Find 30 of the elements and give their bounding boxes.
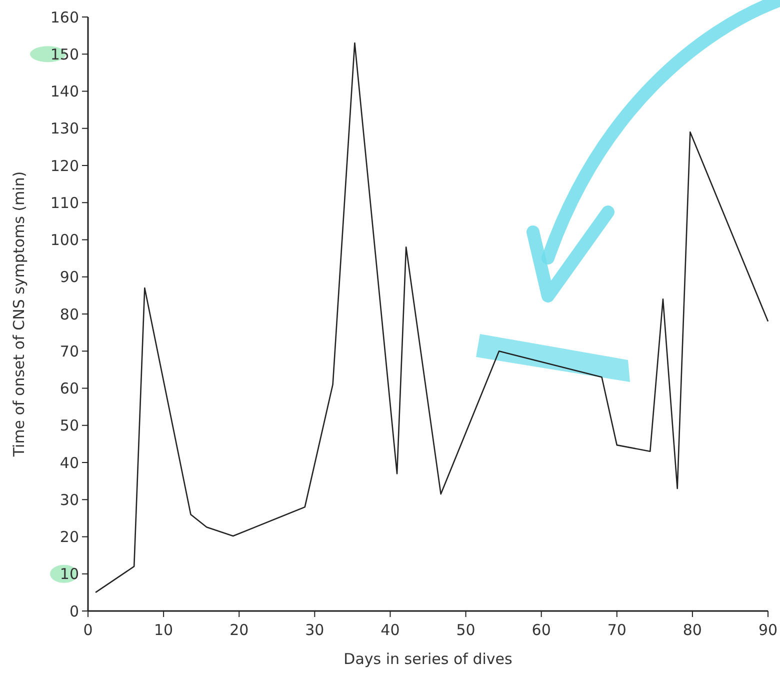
y-tick-label: 130 [50, 120, 79, 138]
y-tick-label: 50 [60, 416, 79, 435]
y-tick-label: 70 [60, 342, 79, 360]
y-tick-label: 60 [60, 380, 79, 398]
y-tick-label: 150 [50, 45, 79, 64]
y-tick-label: 100 [50, 231, 79, 249]
y-tick-label: 30 [60, 490, 79, 509]
x-tick-label: 30 [305, 621, 324, 639]
y-tick-label: 160 [50, 8, 79, 26]
x-tick-label: 10 [154, 621, 174, 639]
x-tick-label: 20 [230, 621, 249, 639]
y-tick-label: 80 [60, 305, 79, 324]
y-tick-label: 0 [69, 602, 79, 620]
x-tick-label: 60 [532, 621, 551, 639]
y-tick-label: 140 [50, 82, 79, 100]
x-tick-label: 50 [456, 621, 476, 639]
y-tick-label: 20 [60, 528, 79, 546]
y-tick-label: 10 [60, 565, 79, 584]
y-axis-title: Time of onset of CNS symptoms (min) [10, 171, 28, 458]
y-tick-label: 110 [50, 194, 79, 212]
x-tick-label: 80 [682, 621, 702, 639]
x-tick-label: 40 [380, 621, 400, 639]
x-axis-title: Days in series of dives [344, 650, 513, 668]
x-tick-label: 0 [83, 621, 93, 639]
y-tick-label: 90 [60, 268, 79, 286]
y-tick-label: 40 [60, 454, 79, 472]
line-series [94, 42, 769, 594]
y-tick-label: 120 [50, 156, 79, 175]
x-tick-label: 90 [758, 621, 778, 639]
x-tick-label: 70 [607, 621, 626, 639]
